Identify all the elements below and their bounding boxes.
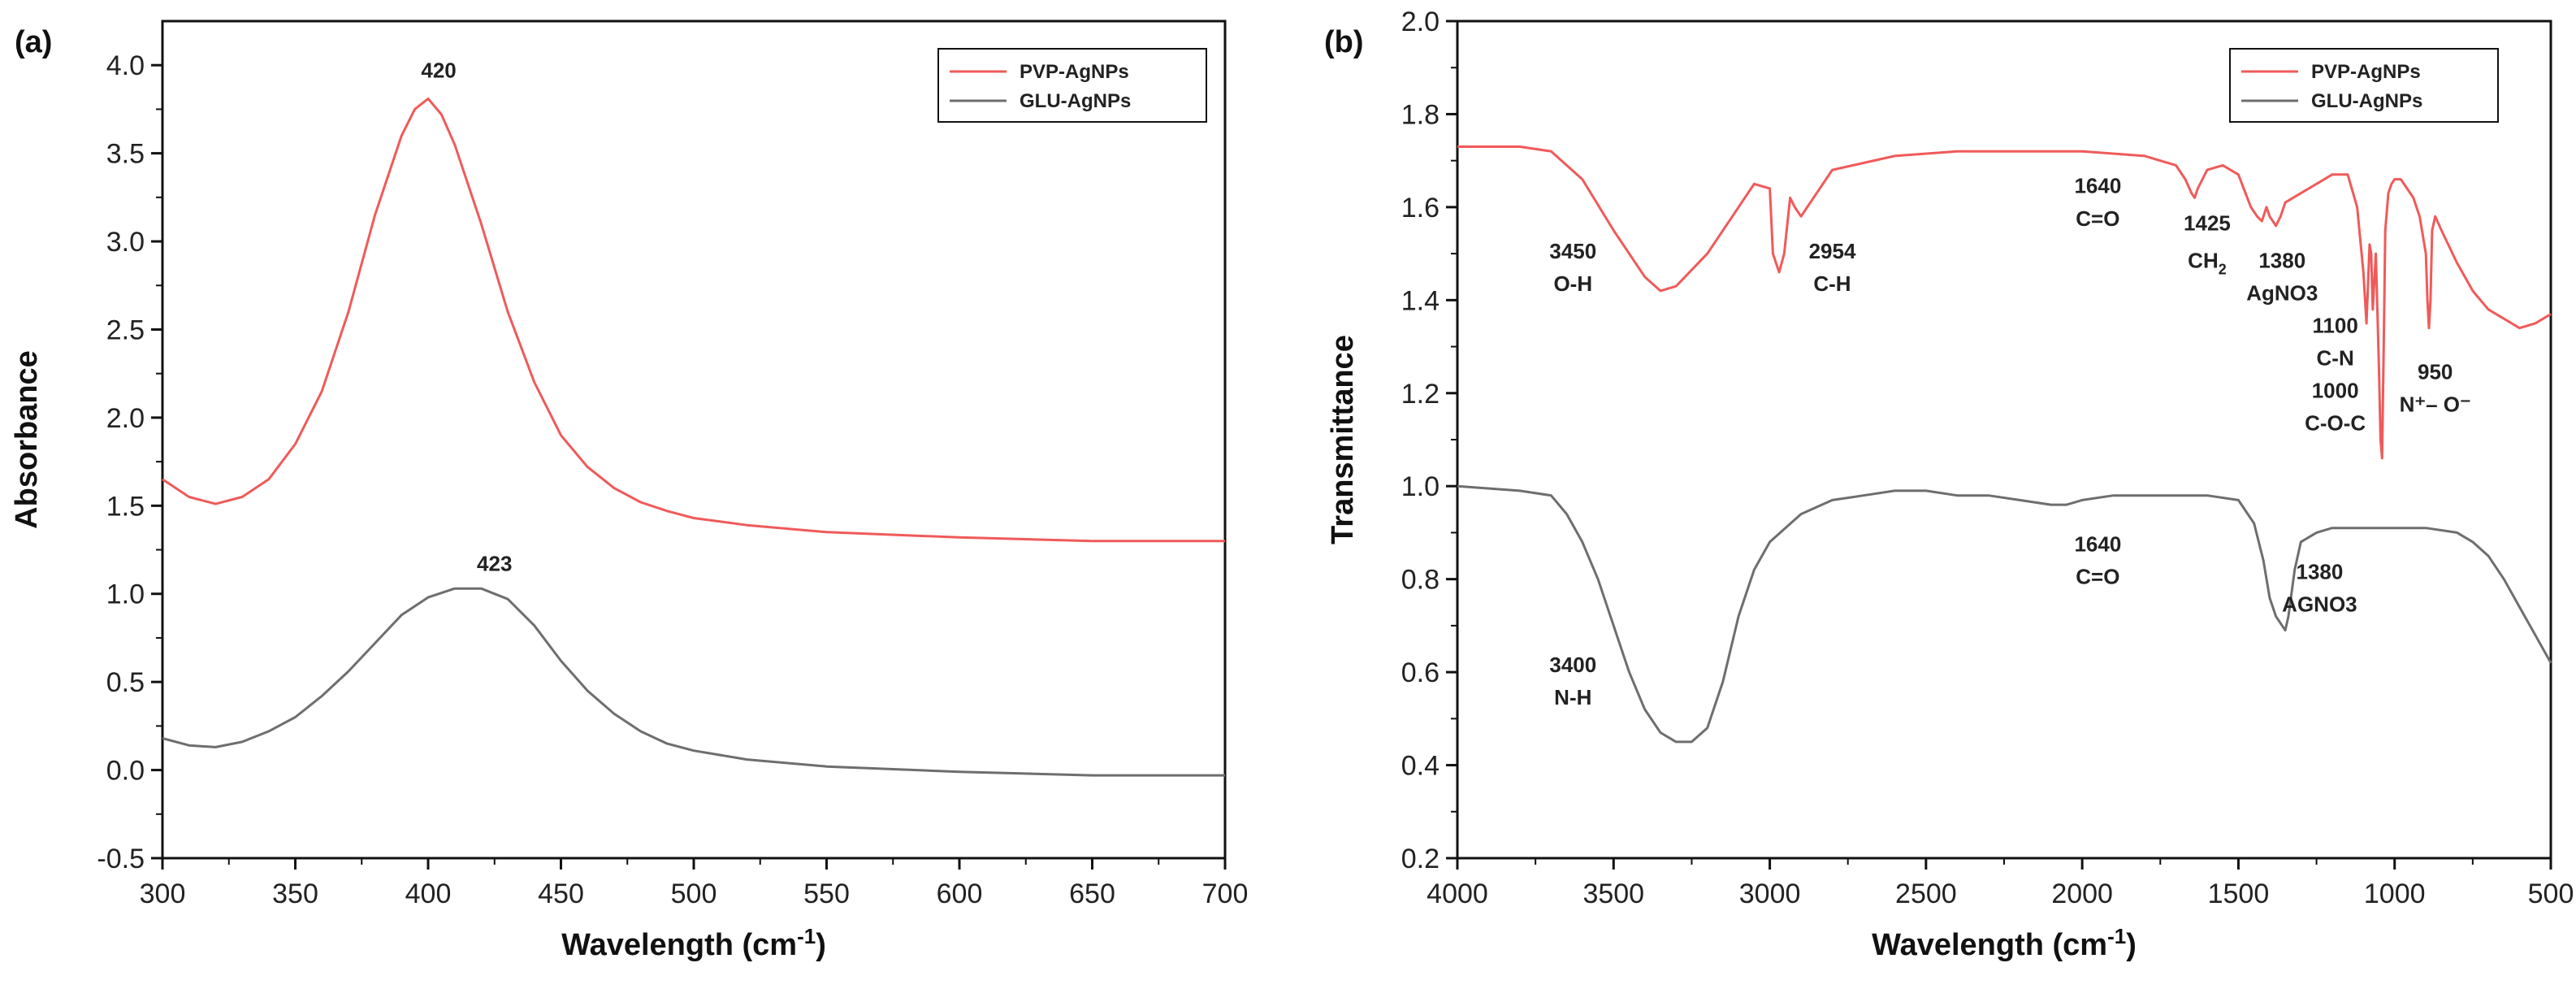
y-tick-label: 1.0 — [106, 579, 145, 610]
y-tick-label: 2.0 — [1401, 7, 1440, 37]
y-tick-label: 2.0 — [106, 403, 145, 434]
data-annotation: AgNO3 — [2246, 280, 2318, 305]
data-annotation: 1100 — [2312, 313, 2357, 337]
x-tick-label: 500 — [671, 878, 717, 909]
y-tick-label: 1.4 — [1401, 285, 1440, 316]
data-annotation: 1640 — [2074, 531, 2121, 556]
data-annotation: 1425 — [2184, 211, 2231, 236]
data-annotation: N-H — [1554, 685, 1591, 709]
panel-label: (b) — [1324, 25, 1364, 59]
data-annotation: C=O — [2076, 564, 2119, 588]
legend-box — [937, 48, 1207, 123]
y-tick-label: 0.6 — [1401, 657, 1440, 688]
data-annotation: N⁺– O⁻ — [2400, 393, 2471, 417]
x-tick-label: 4000 — [1427, 878, 1488, 909]
x-axis-label-end: ) — [816, 928, 826, 962]
x-axis-label-end: ) — [2126, 928, 2137, 962]
legend-label: GLU-AgNPs — [1020, 90, 1131, 112]
y-tick-label: 0.2 — [1401, 844, 1440, 874]
y-tick-label: 1.8 — [1401, 99, 1440, 130]
y-tick-label: 2.5 — [106, 314, 145, 345]
series-line-glu-agnps — [1457, 484, 2552, 744]
plot-frame — [1456, 20, 2552, 860]
data-annotation: 1000 — [2312, 379, 2359, 403]
x-axis-label: Wavelength (cm-1) — [1872, 924, 2137, 962]
x-tick-label: 550 — [803, 878, 850, 909]
x-tick-label: 450 — [538, 878, 584, 909]
x-tick-label: 600 — [937, 878, 983, 909]
data-annotation: 1380 — [2296, 560, 2343, 584]
data-annotation: 420 — [421, 58, 456, 82]
series-line-glu-agnps — [162, 587, 1225, 777]
x-tick-label: 400 — [405, 878, 452, 909]
data-annotation: C=O — [2076, 206, 2119, 231]
data-annotation: C-O-C — [2305, 411, 2366, 436]
x-tick-label: 3500 — [1582, 878, 1644, 909]
y-tick-label: 4.0 — [106, 50, 145, 81]
data-annotation: AGNO3 — [2282, 592, 2357, 617]
data-annotation: 950 — [2418, 360, 2453, 384]
series-line-pvp-agnps — [1457, 145, 2552, 460]
data-annotation: C-H — [1813, 271, 1851, 296]
data-annotation: 2954 — [1809, 239, 1856, 263]
y-tick-label: 0.0 — [106, 756, 145, 787]
annotation-subscript: 2 — [2219, 261, 2227, 277]
x-tick-label: 350 — [272, 878, 318, 909]
x-axis-label-superscript: -1 — [2107, 924, 2126, 948]
data-annotation: 1380 — [2258, 248, 2305, 272]
data-annotation: CH2 — [2188, 248, 2227, 277]
x-axis-label: Wavelength (cm-1) — [561, 924, 826, 962]
data-annotation: C-N — [2317, 345, 2354, 370]
series-line-pvp-agnps — [162, 97, 1225, 543]
x-tick-label: 1000 — [2364, 878, 2426, 909]
x-tick-label: 1500 — [2208, 878, 2270, 909]
data-annotation: 1640 — [2074, 174, 2121, 198]
data-annotation: 423 — [477, 552, 512, 576]
chart-panel-b: 4000 3500 3000 2500 2000 1500 1000 500 0.2 0.4 0.6… — [1324, 7, 2574, 962]
y-tick-label: 0.8 — [1401, 565, 1440, 596]
y-tick-label: 3.5 — [106, 139, 145, 170]
plot-frame — [161, 20, 1227, 860]
y-tick-label: -0.5 — [97, 844, 145, 874]
y-axis-label: Transmittance — [1326, 335, 1360, 544]
data-annotation: 3450 — [1549, 239, 1596, 263]
panel-label: (a) — [15, 25, 52, 59]
x-tick-label: 500 — [2528, 878, 2574, 909]
x-tick-label: 2500 — [1895, 878, 1957, 909]
legend-label: PVP-AgNPs — [1020, 61, 1129, 83]
legend: PVP-AgNPs GLU-AgNPs — [937, 48, 1207, 123]
x-tick-label: 650 — [1069, 878, 1115, 909]
y-tick-label: 3.0 — [106, 227, 145, 258]
legend: PVP-AgNPs GLU-AgNPs — [2229, 48, 2499, 123]
x-tick-label: 3000 — [1739, 878, 1801, 909]
x-tick-label: 700 — [1202, 878, 1249, 909]
legend-box — [2229, 48, 2499, 123]
legend-label: GLU-AgNPs — [2311, 90, 2422, 112]
y-tick-label: 0.4 — [1401, 751, 1440, 782]
x-axis-label-superscript: -1 — [797, 924, 816, 948]
y-tick-label: 0.5 — [106, 667, 145, 698]
y-tick-label: 1.2 — [1401, 379, 1440, 410]
chart-panel-a: 300 350 400 450 500 550 600 650 700 -0.5 0.0 0.5 1.0… — [10, 20, 1249, 962]
y-tick-label: 1.5 — [106, 491, 145, 522]
y-tick-label: 1.0 — [1401, 471, 1440, 502]
legend-label: PVP-AgNPs — [2311, 61, 2421, 83]
x-tick-label: 300 — [140, 878, 186, 909]
y-tick-label: 1.6 — [1401, 193, 1440, 223]
data-annotation: 3400 — [1549, 653, 1596, 677]
data-annotation: O-H — [1553, 271, 1592, 296]
x-tick-label: 2000 — [2051, 878, 2113, 909]
y-axis-label: Absorbance — [10, 350, 44, 529]
